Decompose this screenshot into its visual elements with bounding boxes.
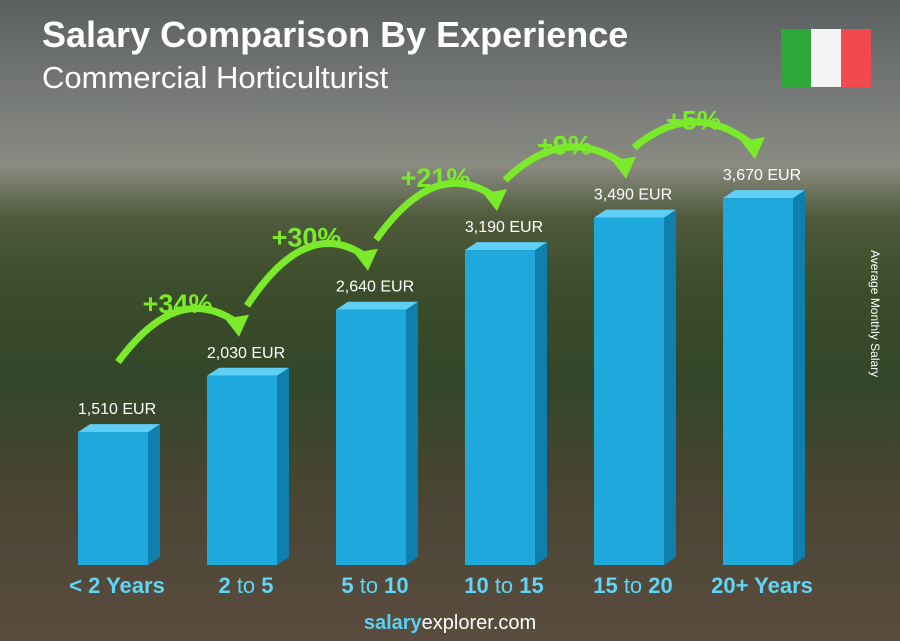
category-label: 20+ Years [711, 573, 813, 598]
bar-front [336, 309, 406, 565]
bar [723, 190, 805, 565]
bar [78, 424, 160, 565]
bar-front [465, 250, 535, 566]
category-label: 15 to 20 [593, 573, 673, 598]
bar-top [78, 424, 160, 433]
value-label: 2,640 EUR [336, 279, 414, 296]
bar-top [207, 367, 289, 376]
footer-brand: salaryexplorer.com [0, 612, 900, 635]
bar-side [793, 190, 805, 565]
arrow-arc [115, 305, 240, 365]
bar-front [207, 375, 277, 565]
arrow-head [612, 156, 636, 179]
increase-label: +30% [272, 223, 342, 253]
increase-arrow: +5% [631, 106, 765, 160]
arrow-arc [631, 118, 756, 151]
arrow-head [225, 314, 249, 337]
italy-flag-icon [781, 29, 871, 87]
arrow-arc [373, 179, 498, 242]
bar [465, 242, 547, 566]
bar-side [406, 301, 418, 565]
category-label: 2 to 5 [218, 573, 273, 598]
category-label: 5 to 10 [341, 573, 408, 598]
arrow-arc [502, 143, 627, 183]
bar-top [594, 209, 676, 218]
increase-label: +5% [666, 106, 721, 136]
bar [336, 301, 418, 565]
increase-arrow: +34% [115, 289, 249, 365]
arrow-head [741, 137, 765, 160]
arrow-head [483, 189, 507, 212]
increase-label: +9% [537, 131, 592, 161]
category-label: 10 to 15 [464, 573, 544, 598]
bar [207, 367, 289, 565]
chart-title: Salary Comparison By Experience [42, 14, 629, 55]
value-label: 3,190 EUR [465, 219, 543, 236]
brand-bold: salary [363, 612, 422, 634]
bar-front [723, 198, 793, 565]
value-label: 3,670 EUR [723, 167, 801, 184]
increase-label: +21% [401, 163, 471, 193]
increase-arrow: +30% [244, 223, 378, 308]
value-label: 3,490 EUR [594, 187, 672, 204]
bar [594, 209, 676, 565]
brand-rest: explorer.com [421, 612, 537, 634]
value-label: 1,510 EUR [78, 401, 156, 418]
increase-label: +34% [143, 289, 213, 319]
bar-side [535, 242, 547, 566]
increase-arrow: +21% [373, 163, 507, 242]
bar-top [465, 242, 547, 251]
chart-subtitle: Commercial Horticulturist [42, 60, 389, 95]
bar-side [277, 367, 289, 565]
value-label: 2,030 EUR [207, 345, 285, 362]
bar-front [594, 217, 664, 565]
arrow-head [354, 248, 378, 271]
increase-arrow: +9% [502, 131, 636, 183]
bar-front [78, 432, 148, 565]
bar-side [148, 424, 160, 565]
bar-top [336, 301, 418, 310]
arrow-arc [244, 239, 369, 308]
bar-top [723, 190, 805, 199]
bar-side [664, 209, 676, 565]
category-label: < 2 Years [69, 573, 165, 598]
